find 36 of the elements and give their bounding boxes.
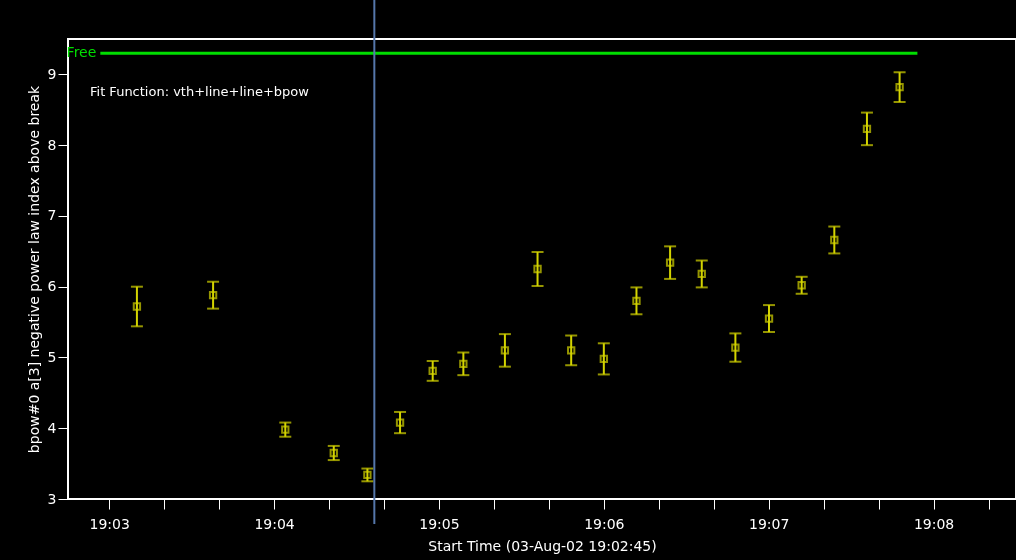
y-axis-title: bpow#0 a[3] negative power law index above break [25, 84, 42, 454]
y-tick-label: 6 [47, 278, 57, 295]
point [500, 346, 510, 355]
point [395, 418, 405, 427]
point [208, 291, 218, 300]
point [567, 346, 576, 355]
point [281, 425, 290, 434]
point [764, 314, 774, 323]
point [895, 82, 904, 92]
y-tick-label: 5 [47, 348, 57, 365]
point [665, 258, 675, 267]
point [599, 354, 608, 364]
y-tick-label: 9 [47, 65, 57, 82]
point [329, 448, 338, 458]
point [797, 281, 806, 290]
point [459, 359, 468, 368]
x-tick-label: 19:06 [584, 515, 625, 532]
x-axis-title: Start Time (03-Aug-02 19:02:45) [428, 537, 657, 554]
x-tick-label: 19:04 [254, 515, 295, 532]
point [862, 124, 872, 134]
point [697, 269, 706, 279]
x-tick-label: 19:08 [913, 515, 955, 532]
y-tick-label: 8 [47, 136, 57, 153]
point [132, 302, 142, 311]
x-tick-label: 19:05 [419, 515, 460, 532]
point [533, 264, 542, 274]
x-tick-label: 19:03 [89, 515, 130, 532]
point [830, 235, 839, 245]
annotation: Fit Function: vth+line+line+bpow [90, 84, 310, 99]
y-tick-label: 7 [47, 207, 57, 224]
y-tick-label: 3 [47, 490, 57, 507]
point [632, 296, 641, 306]
point [428, 366, 437, 376]
x-tick-label: 19:07 [749, 515, 790, 532]
point [731, 343, 740, 352]
y-tick-label: 4 [47, 419, 57, 436]
